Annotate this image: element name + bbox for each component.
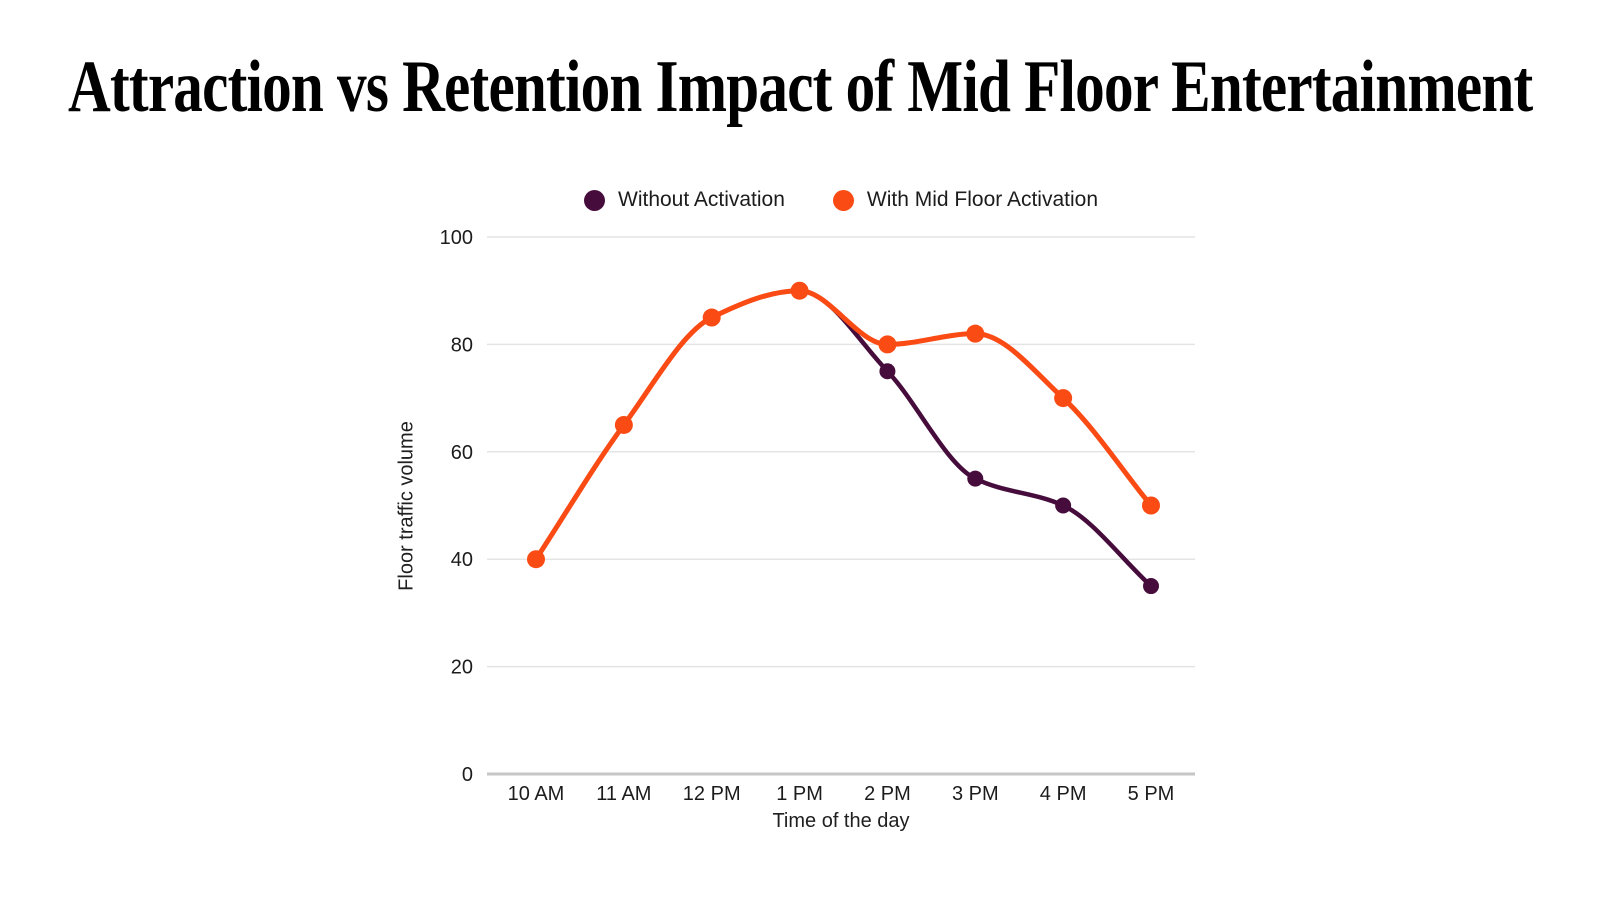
x-tick-label-11-am: 11 AM bbox=[596, 783, 651, 805]
legend-label-without-activation: Without Activation bbox=[618, 188, 785, 211]
chart-title: Attraction vs Retention Impact of Mid Fl… bbox=[0, 44, 1600, 130]
y-tick-label-20: 20 bbox=[451, 657, 473, 679]
data-point-with-mid-floor-activation-11-am bbox=[614, 415, 633, 434]
legend: Without Activation With Mid Floor Activa… bbox=[487, 186, 1195, 214]
x-tick-label-10-am: 10 AM bbox=[508, 783, 565, 805]
data-point-without-activation-3-pm bbox=[967, 470, 984, 487]
x-tick-label-12-pm: 12 PM bbox=[683, 783, 741, 805]
x-tick-label-5-pm: 5 PM bbox=[1128, 783, 1175, 805]
legend-item-without-activation: Without Activation bbox=[584, 188, 785, 212]
y-tick-label-100: 100 bbox=[440, 227, 473, 249]
y-tick-label-40: 40 bbox=[451, 549, 473, 571]
data-point-with-mid-floor-activation-10-am bbox=[527, 550, 545, 569]
data-point-with-mid-floor-activation-1-pm bbox=[790, 281, 809, 300]
series-line-without-activation bbox=[533, 288, 1154, 589]
data-point-with-mid-floor-activation-4-pm bbox=[1054, 389, 1073, 408]
data-point-without-activation-4-pm bbox=[1055, 497, 1072, 514]
x-axis-title: Time of the day bbox=[772, 810, 910, 832]
legend-dot-with-mid-floor-activation-icon bbox=[832, 189, 854, 211]
data-point-without-activation-5-pm bbox=[1143, 578, 1159, 595]
x-tick-label-2-pm: 2 PM bbox=[864, 783, 911, 805]
x-tick-label-3-pm: 3 PM bbox=[952, 783, 999, 805]
legend-item-with-mid-floor-activation: With Mid Floor Activation bbox=[832, 188, 1098, 212]
data-point-without-activation-2-pm bbox=[879, 363, 896, 380]
data-point-with-mid-floor-activation-2-pm bbox=[878, 335, 897, 354]
data-point-with-mid-floor-activation-3-pm bbox=[966, 324, 985, 343]
y-tick-label-0: 0 bbox=[462, 764, 473, 786]
y-tick-label-60: 60 bbox=[451, 442, 473, 464]
legend-label-with-mid-floor-activation: With Mid Floor Activation bbox=[866, 188, 1098, 211]
legend-dot-without-activation-icon bbox=[584, 189, 605, 211]
x-tick-label-4-pm: 4 PM bbox=[1040, 783, 1087, 805]
data-point-with-mid-floor-activation-5-pm bbox=[1142, 496, 1160, 515]
y-tick-label-80: 80 bbox=[451, 334, 473, 356]
chart-title-text: Attraction vs Retention Impact of Mid Fl… bbox=[67, 46, 1533, 128]
data-point-with-mid-floor-activation-12-pm bbox=[702, 308, 721, 327]
x-tick-label-1-pm: 1 PM bbox=[776, 783, 823, 805]
